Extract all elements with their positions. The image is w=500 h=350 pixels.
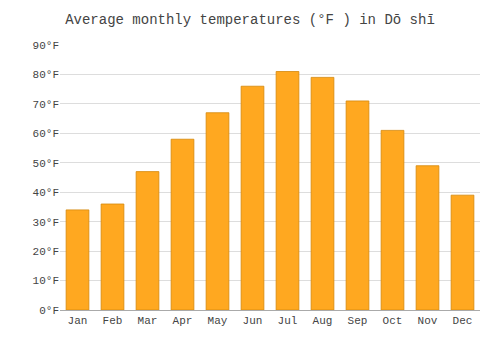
svg-text:Aug: Aug	[313, 315, 333, 327]
svg-text:20°F: 20°F	[33, 246, 59, 258]
svg-text:Apr: Apr	[173, 315, 193, 327]
svg-text:60°F: 60°F	[33, 128, 59, 140]
svg-text:May: May	[208, 315, 228, 327]
svg-text:0°F: 0°F	[39, 305, 59, 317]
svg-text:Average monthly temperatures (: Average monthly temperatures (°F ) in Dō…	[65, 12, 435, 28]
svg-text:70°F: 70°F	[33, 99, 59, 111]
svg-text:30°F: 30°F	[33, 217, 59, 229]
svg-text:40°F: 40°F	[33, 187, 59, 199]
svg-text:50°F: 50°F	[33, 158, 59, 170]
svg-text:Oct: Oct	[383, 315, 403, 327]
svg-text:Feb: Feb	[103, 315, 123, 327]
svg-text:90°F: 90°F	[33, 40, 59, 52]
svg-text:Jan: Jan	[68, 315, 88, 327]
svg-text:Nov: Nov	[418, 315, 438, 327]
svg-text:80°F: 80°F	[33, 69, 59, 81]
svg-text:Sep: Sep	[348, 315, 368, 327]
svg-text:Jun: Jun	[243, 315, 263, 327]
svg-text:Dec: Dec	[453, 315, 473, 327]
svg-text:Mar: Mar	[138, 315, 158, 327]
svg-text:10°F: 10°F	[33, 275, 59, 287]
svg-text:Jul: Jul	[278, 315, 298, 327]
